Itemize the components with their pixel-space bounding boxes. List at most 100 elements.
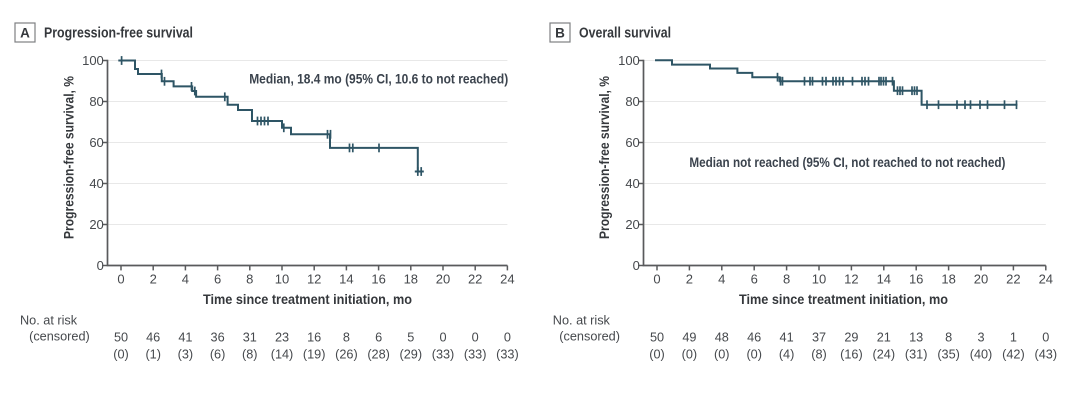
svg-text:Median, 18.4 mo (95% CI, 10.6: Median, 18.4 mo (95% CI, 10.6 to not rea…: [249, 71, 508, 86]
svg-text:(0): (0): [113, 348, 129, 362]
svg-text:60: 60: [625, 135, 639, 150]
svg-text:(4): (4): [779, 348, 795, 362]
svg-text:(censored): (censored): [29, 329, 90, 343]
svg-text:B: B: [555, 25, 565, 40]
svg-text:No. at risk: No. at risk: [20, 313, 78, 327]
svg-text:49: 49: [682, 331, 696, 345]
svg-text:0: 0: [472, 331, 479, 345]
svg-text:4: 4: [718, 272, 725, 287]
svg-text:(26): (26): [335, 348, 358, 362]
svg-text:(29): (29): [400, 348, 423, 362]
svg-text:(0): (0): [746, 348, 762, 362]
svg-text:40: 40: [89, 176, 103, 191]
svg-text:80: 80: [625, 94, 639, 109]
svg-text:50: 50: [114, 331, 128, 345]
svg-text:(19): (19): [303, 348, 326, 362]
svg-text:0: 0: [97, 258, 104, 273]
svg-text:(43): (43): [1035, 348, 1058, 362]
svg-text:6: 6: [375, 331, 382, 345]
svg-text:3: 3: [977, 331, 984, 345]
svg-text:12: 12: [844, 272, 858, 287]
svg-text:100: 100: [618, 53, 640, 68]
svg-text:50: 50: [650, 331, 664, 345]
svg-text:(33): (33): [432, 348, 455, 362]
svg-text:46: 46: [146, 331, 160, 345]
svg-text:46: 46: [747, 331, 761, 345]
svg-text:(3): (3): [178, 348, 194, 362]
svg-text:24: 24: [1039, 272, 1053, 287]
svg-text:0: 0: [1042, 331, 1049, 345]
svg-text:21: 21: [877, 331, 891, 345]
svg-text:20: 20: [436, 272, 450, 287]
svg-text:14: 14: [877, 272, 891, 287]
svg-text:14: 14: [339, 272, 353, 287]
svg-text:80: 80: [89, 94, 103, 109]
svg-text:16: 16: [909, 272, 923, 287]
svg-text:(6): (6): [210, 348, 226, 362]
svg-text:0: 0: [633, 258, 640, 273]
svg-text:Progression-free survival, %: Progression-free survival, %: [62, 76, 77, 239]
svg-text:(1): (1): [145, 348, 161, 362]
svg-text:1: 1: [1010, 331, 1017, 345]
svg-text:(censored): (censored): [559, 329, 620, 343]
svg-text:16: 16: [307, 331, 321, 345]
svg-text:5: 5: [407, 331, 414, 345]
svg-text:0: 0: [117, 272, 124, 287]
svg-text:(40): (40): [970, 348, 993, 362]
svg-text:22: 22: [1006, 272, 1020, 287]
svg-text:48: 48: [715, 331, 729, 345]
svg-text:2: 2: [150, 272, 157, 287]
svg-text:(42): (42): [1002, 348, 1025, 362]
svg-text:12: 12: [307, 272, 321, 287]
svg-text:10: 10: [812, 272, 826, 287]
svg-text:(8): (8): [242, 348, 258, 362]
svg-text:Time since treatment initiatio: Time since treatment initiation, mo: [739, 291, 948, 307]
svg-text:18: 18: [941, 272, 955, 287]
svg-text:36: 36: [211, 331, 225, 345]
svg-text:41: 41: [780, 331, 794, 345]
svg-text:(31): (31): [905, 348, 928, 362]
svg-text:20: 20: [974, 272, 988, 287]
svg-text:18: 18: [404, 272, 418, 287]
svg-text:8: 8: [783, 272, 790, 287]
svg-text:23: 23: [275, 331, 289, 345]
svg-text:(0): (0): [649, 348, 665, 362]
svg-text:8: 8: [343, 331, 350, 345]
svg-text:20: 20: [89, 217, 103, 232]
svg-text:(8): (8): [811, 348, 827, 362]
svg-text:0: 0: [504, 331, 511, 345]
svg-text:2: 2: [686, 272, 693, 287]
svg-text:41: 41: [178, 331, 192, 345]
svg-text:No. at risk: No. at risk: [553, 313, 611, 327]
svg-text:(0): (0): [682, 348, 698, 362]
svg-text:(28): (28): [367, 348, 390, 362]
svg-text:29: 29: [844, 331, 858, 345]
svg-text:Overall survival: Overall survival: [579, 25, 671, 41]
svg-text:(24): (24): [873, 348, 896, 362]
svg-text:Progression-free survival, %: Progression-free survival, %: [597, 76, 612, 239]
svg-text:40: 40: [625, 176, 639, 191]
svg-text:10: 10: [275, 272, 289, 287]
svg-text:Median not reached (95% CI, no: Median not reached (95% CI, not reached …: [689, 155, 1005, 170]
svg-text:0: 0: [653, 272, 660, 287]
svg-text:4: 4: [182, 272, 189, 287]
svg-text:0: 0: [439, 331, 446, 345]
svg-text:20: 20: [625, 217, 639, 232]
svg-text:(35): (35): [937, 348, 960, 362]
svg-text:100: 100: [82, 53, 104, 68]
svg-text:37: 37: [812, 331, 826, 345]
svg-text:(14): (14): [271, 348, 294, 362]
svg-text:(33): (33): [464, 348, 487, 362]
svg-text:(33): (33): [496, 348, 519, 362]
svg-text:8: 8: [945, 331, 952, 345]
svg-text:60: 60: [89, 135, 103, 150]
svg-text:Time since treatment initiatio: Time since treatment initiation, mo: [203, 291, 412, 307]
svg-text:(16): (16): [840, 348, 863, 362]
svg-text:24: 24: [500, 272, 514, 287]
svg-text:31: 31: [243, 331, 257, 345]
svg-text:8: 8: [246, 272, 253, 287]
svg-text:(0): (0): [714, 348, 730, 362]
svg-text:Progression-free survival: Progression-free survival: [44, 25, 193, 41]
svg-text:22: 22: [468, 272, 482, 287]
svg-text:A: A: [20, 25, 30, 40]
